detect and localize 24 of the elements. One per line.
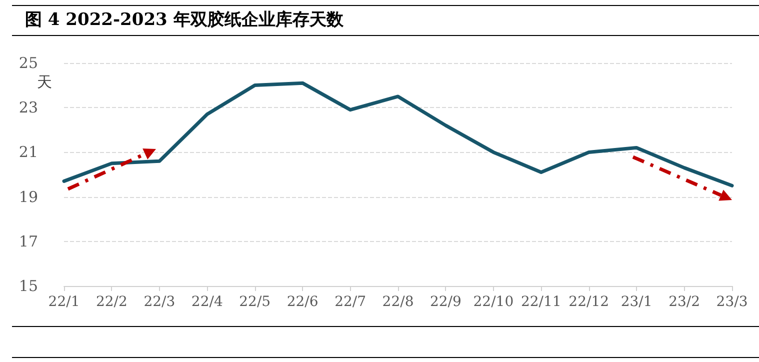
x-tick-label: 22/7 bbox=[334, 294, 366, 310]
x-tick-label: 22/5 bbox=[239, 294, 271, 310]
y-tick-label: 25 bbox=[18, 54, 38, 72]
x-tick-label: 22/10 bbox=[473, 294, 514, 310]
x-tick-label: 22/3 bbox=[144, 294, 176, 310]
x-tick-label: 22/12 bbox=[568, 294, 610, 310]
line-series bbox=[62, 81, 734, 188]
x-tick-label: 22/2 bbox=[96, 294, 128, 310]
x-tick-label: 22/8 bbox=[382, 294, 414, 310]
y-tick-label: 23 bbox=[18, 98, 38, 117]
x-tick-label: 23/1 bbox=[620, 294, 652, 310]
y-tick-label: 17 bbox=[18, 232, 38, 250]
x-tick-label: 23/3 bbox=[716, 294, 748, 310]
y-tick-label: 19 bbox=[18, 188, 38, 206]
y-tick-label: 15 bbox=[18, 277, 38, 295]
x-tick-label: 23/2 bbox=[668, 294, 700, 310]
x-tick-label: 22/6 bbox=[286, 294, 318, 310]
chart-title: 图 4 2022-2023 年双胶纸企业库存天数 bbox=[12, 5, 759, 36]
x-tick-label: 22/9 bbox=[430, 294, 462, 310]
x-tick-label: 22/11 bbox=[520, 294, 562, 310]
x-tick-label: 22/1 bbox=[48, 294, 80, 310]
x-tick-label: 22/4 bbox=[191, 294, 223, 310]
y-tick-label: 21 bbox=[18, 143, 38, 162]
y-axis-title: 天 bbox=[37, 73, 52, 91]
